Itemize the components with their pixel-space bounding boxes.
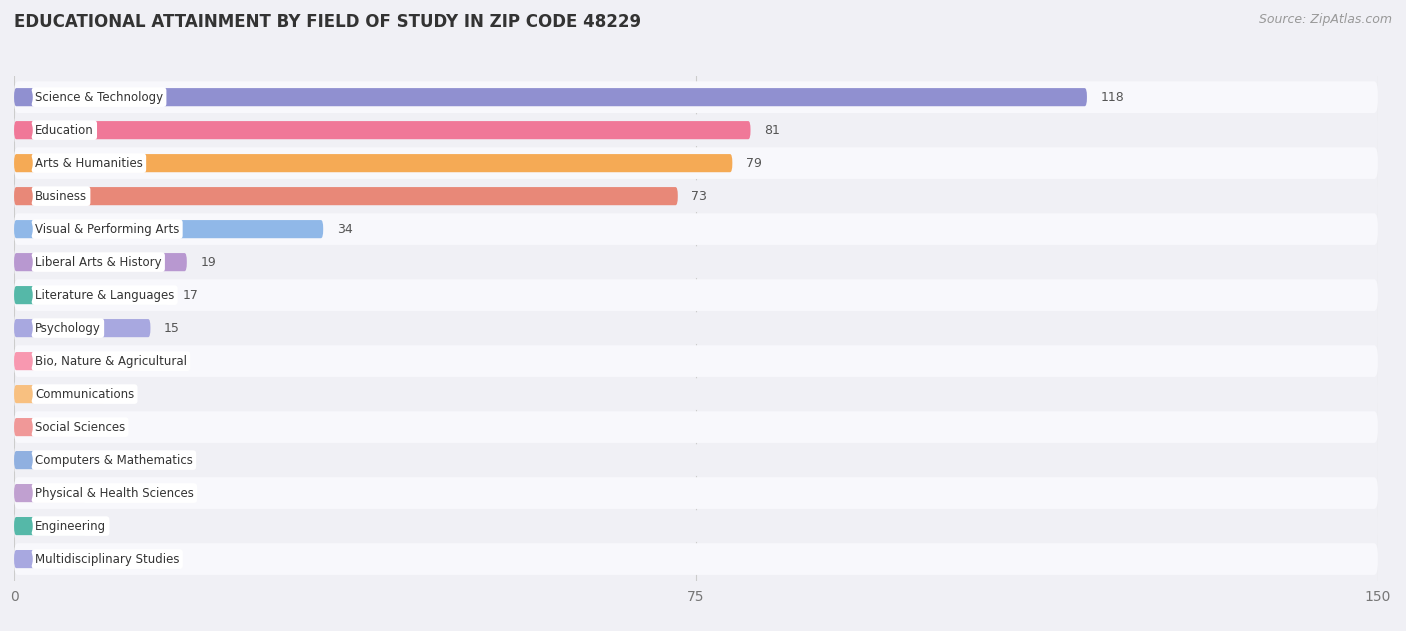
FancyBboxPatch shape	[14, 411, 1378, 443]
Text: Bio, Nature & Agricultural: Bio, Nature & Agricultural	[35, 355, 187, 368]
Text: Visual & Performing Arts: Visual & Performing Arts	[35, 223, 180, 235]
FancyBboxPatch shape	[14, 451, 87, 469]
Text: 73: 73	[692, 190, 707, 203]
Circle shape	[28, 487, 32, 499]
FancyBboxPatch shape	[14, 114, 1378, 146]
Text: Business: Business	[35, 190, 87, 203]
FancyBboxPatch shape	[14, 286, 169, 304]
Text: 79: 79	[747, 156, 762, 170]
FancyBboxPatch shape	[14, 154, 733, 172]
FancyBboxPatch shape	[14, 220, 323, 239]
Text: 118: 118	[1101, 91, 1125, 103]
Circle shape	[28, 91, 32, 103]
Text: Science & Technology: Science & Technology	[35, 91, 163, 103]
FancyBboxPatch shape	[14, 180, 1378, 212]
Circle shape	[28, 223, 32, 235]
FancyBboxPatch shape	[14, 312, 1378, 344]
FancyBboxPatch shape	[14, 385, 105, 403]
Text: Psychology: Psychology	[35, 322, 101, 334]
FancyBboxPatch shape	[14, 550, 87, 568]
Text: 4: 4	[100, 421, 108, 433]
Text: Education: Education	[35, 124, 94, 137]
FancyBboxPatch shape	[14, 352, 142, 370]
Text: 19: 19	[201, 256, 217, 269]
Circle shape	[28, 157, 32, 169]
FancyBboxPatch shape	[14, 517, 87, 535]
FancyBboxPatch shape	[14, 510, 1378, 542]
FancyBboxPatch shape	[14, 253, 187, 271]
Text: Computers & Mathematics: Computers & Mathematics	[35, 454, 193, 466]
Circle shape	[28, 124, 32, 136]
Text: 15: 15	[165, 322, 180, 334]
Text: Liberal Arts & History: Liberal Arts & History	[35, 256, 162, 269]
Text: Source: ZipAtlas.com: Source: ZipAtlas.com	[1258, 13, 1392, 26]
FancyBboxPatch shape	[14, 543, 1378, 575]
Text: 81: 81	[765, 124, 780, 137]
FancyBboxPatch shape	[14, 345, 1378, 377]
FancyBboxPatch shape	[14, 147, 1378, 179]
Text: Arts & Humanities: Arts & Humanities	[35, 156, 143, 170]
Circle shape	[28, 520, 32, 532]
Circle shape	[28, 421, 32, 433]
Circle shape	[28, 190, 32, 202]
FancyBboxPatch shape	[14, 484, 87, 502]
Circle shape	[28, 454, 32, 466]
Text: 0: 0	[100, 454, 108, 466]
Text: 0: 0	[100, 487, 108, 500]
Text: 14: 14	[155, 355, 170, 368]
Text: 10: 10	[118, 387, 135, 401]
FancyBboxPatch shape	[14, 444, 1378, 476]
FancyBboxPatch shape	[14, 121, 751, 139]
Text: 0: 0	[100, 519, 108, 533]
Text: Communications: Communications	[35, 387, 134, 401]
Circle shape	[28, 256, 32, 268]
Text: Engineering: Engineering	[35, 519, 105, 533]
FancyBboxPatch shape	[14, 418, 87, 436]
FancyBboxPatch shape	[14, 187, 678, 205]
Circle shape	[28, 355, 32, 367]
Circle shape	[28, 553, 32, 565]
FancyBboxPatch shape	[14, 477, 1378, 509]
Text: Physical & Health Sciences: Physical & Health Sciences	[35, 487, 194, 500]
FancyBboxPatch shape	[14, 319, 150, 337]
Text: 34: 34	[337, 223, 353, 235]
Text: 17: 17	[183, 288, 198, 302]
Circle shape	[28, 322, 32, 334]
FancyBboxPatch shape	[14, 213, 1378, 245]
FancyBboxPatch shape	[14, 246, 1378, 278]
FancyBboxPatch shape	[14, 88, 1087, 106]
Circle shape	[28, 388, 32, 400]
Text: Social Sciences: Social Sciences	[35, 421, 125, 433]
FancyBboxPatch shape	[14, 280, 1378, 311]
Circle shape	[28, 289, 32, 301]
FancyBboxPatch shape	[14, 378, 1378, 410]
Text: Multidisciplinary Studies: Multidisciplinary Studies	[35, 553, 180, 565]
Text: EDUCATIONAL ATTAINMENT BY FIELD OF STUDY IN ZIP CODE 48229: EDUCATIONAL ATTAINMENT BY FIELD OF STUDY…	[14, 13, 641, 31]
FancyBboxPatch shape	[14, 81, 1378, 113]
Text: 0: 0	[100, 553, 108, 565]
Text: Literature & Languages: Literature & Languages	[35, 288, 174, 302]
